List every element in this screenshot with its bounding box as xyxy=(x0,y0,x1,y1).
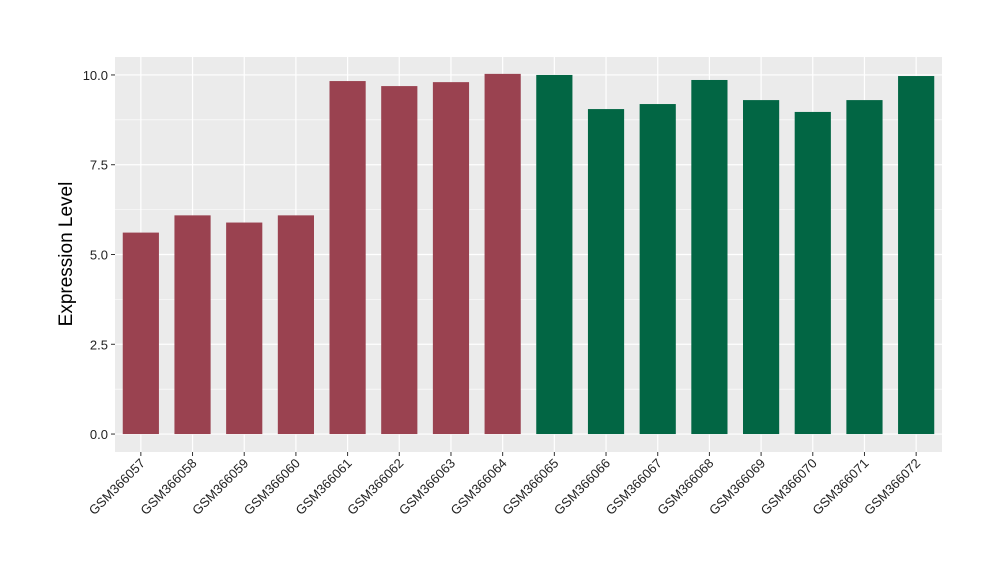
bar-GSM366071 xyxy=(846,100,883,435)
bars xyxy=(122,73,935,435)
bar-GSM366072 xyxy=(898,76,935,435)
bar-GSM366062 xyxy=(381,86,418,435)
x-axis: GSM366057GSM366058GSM366059GSM366060GSM3… xyxy=(86,452,923,518)
y-tick-label: 7.5 xyxy=(90,158,108,173)
bar-GSM366057 xyxy=(122,232,159,435)
y-tick-label: 2.5 xyxy=(90,337,108,352)
bar-GSM366061 xyxy=(329,81,366,435)
bar-GSM366059 xyxy=(226,222,263,435)
y-tick-label: 0.0 xyxy=(90,427,108,442)
bar-GSM366060 xyxy=(277,215,314,435)
y-axis-label: Expression Level xyxy=(56,182,77,327)
bar-GSM366069 xyxy=(743,100,780,435)
bar-GSM366068 xyxy=(691,79,728,435)
bar-GSM366064 xyxy=(484,73,521,435)
bar-GSM366066 xyxy=(587,109,625,435)
y-tick-label: 10.0 xyxy=(83,68,108,83)
y-axis: 0.0 2.5 5.0 7.5 10.0 xyxy=(83,68,115,442)
y-tick-label: 5.0 xyxy=(90,248,108,263)
bar-GSM366065 xyxy=(536,74,573,435)
bar-GSM366067 xyxy=(639,104,676,435)
bar-GSM366063 xyxy=(432,82,470,435)
x-tick-label: GSM366072 xyxy=(861,456,923,518)
bar-GSM366070 xyxy=(794,111,831,435)
bar-GSM366058 xyxy=(174,215,211,435)
